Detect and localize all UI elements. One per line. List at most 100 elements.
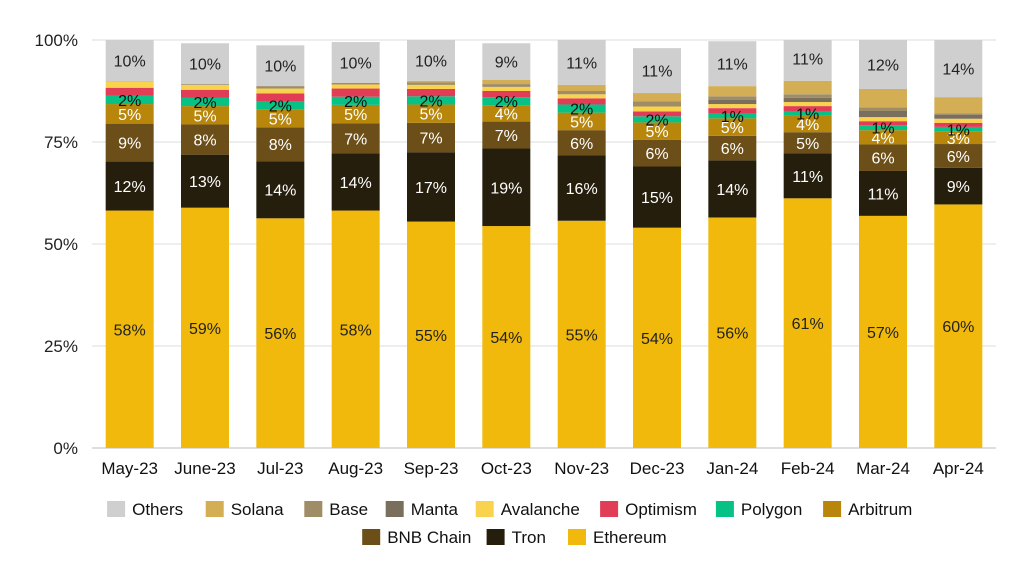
bar-segment-others [105, 40, 154, 81]
data-label-bnb-chain: 6% [645, 146, 668, 163]
data-label-ethereum: 60% [942, 319, 974, 336]
bar-segment-optimism [482, 91, 531, 98]
bar-segment-manta [934, 114, 983, 119]
legend-label-ethereum: Ethereum [593, 528, 667, 547]
bar-segment-others [783, 40, 832, 81]
data-label-ethereum: 55% [566, 327, 598, 344]
bar-segment-avalanche [633, 106, 681, 112]
bar-segment-others [256, 45, 305, 87]
x-tick-label: Sep-23 [404, 459, 459, 478]
bar-segment-tron [783, 153, 832, 199]
x-tick-label: Jan-24 [706, 459, 758, 478]
bar-segment-polygon [181, 97, 229, 107]
bar-segment-solana [407, 80, 455, 83]
bar-segment-base [407, 82, 455, 85]
bar-segment-base [482, 84, 531, 87]
data-label-arbitrum: 5% [118, 107, 141, 124]
legend-label-polygon: Polygon [741, 500, 802, 519]
bar-segment-bnb-chain [783, 132, 832, 154]
bar-segment-tron [708, 160, 757, 218]
data-label-polygon: 1% [947, 122, 970, 139]
data-label-tron: 14% [716, 182, 748, 199]
bar-segment-bnb-chain [407, 122, 455, 153]
bar-segment-bnb-chain [859, 144, 907, 171]
bar-segment-optimism [633, 111, 681, 117]
data-label-others: 10% [114, 53, 146, 70]
bar-segment-others [482, 43, 531, 80]
bar-segment-arbitrum [105, 104, 154, 124]
data-label-tron: 14% [340, 175, 372, 192]
data-label-arbitrum: 5% [344, 107, 367, 124]
bar-segment-ethereum [934, 204, 983, 448]
x-tick-label: June-23 [174, 459, 235, 478]
legend-swatch-tron [486, 529, 505, 545]
data-label-ethereum: 57% [867, 325, 899, 342]
bar-segment-arbitrum [859, 130, 907, 145]
bar-segment-ethereum [783, 198, 832, 448]
bar-segment-ethereum [256, 218, 305, 448]
bar-segment-optimism [859, 121, 907, 126]
data-label-bnb-chain: 7% [495, 128, 518, 145]
data-label-polygon: 2% [495, 94, 518, 111]
bar-segment-polygon [105, 95, 154, 105]
bar-segment-optimism [181, 89, 229, 98]
bar-segment-polygon [407, 96, 455, 105]
bar-segment-arbitrum [331, 104, 380, 124]
y-tick-label: 100% [35, 31, 78, 50]
data-label-ethereum: 54% [641, 331, 673, 348]
bar-segment-others [181, 43, 229, 85]
bar-segment-others [633, 48, 681, 94]
data-label-polygon: 2% [570, 102, 593, 119]
x-tick-label: May-23 [101, 459, 158, 478]
bar-segment-polygon [557, 104, 606, 113]
data-label-polygon: 1% [721, 109, 744, 126]
bar-segment-ethereum [633, 227, 681, 448]
x-tick-label: Oct-23 [481, 459, 532, 478]
bar-segment-tron [934, 167, 983, 205]
bar-segment-tron [331, 153, 380, 211]
bar-segment-polygon [934, 126, 983, 132]
data-label-bnb-chain: 7% [419, 131, 442, 148]
bar-segment-polygon [256, 101, 305, 110]
legend-swatch-ethereum [568, 529, 586, 545]
bar-segment-ethereum [181, 207, 229, 448]
bar-segment-arbitrum [708, 118, 757, 136]
bar-segment-bnb-chain [633, 139, 681, 167]
data-label-arbitrum: 4% [871, 130, 894, 147]
data-label-arbitrum: 5% [269, 112, 292, 129]
bar-segment-base [256, 86, 305, 89]
data-label-others: 11% [792, 51, 823, 68]
bar-segment-avalanche [859, 117, 907, 122]
bar-segment-polygon [783, 110, 832, 116]
bar-segment-arbitrum [934, 131, 983, 145]
data-label-tron: 9% [947, 179, 970, 196]
bar-segment-polygon [331, 96, 380, 105]
bar-segment-ethereum [557, 220, 606, 448]
bar-segment-tron [181, 154, 229, 208]
x-tick-label: Dec-23 [630, 459, 685, 478]
data-label-polygon: 2% [344, 94, 367, 111]
bar-segment-arbitrum [633, 122, 681, 140]
legend-swatch-base [304, 501, 323, 517]
data-label-others: 14% [942, 62, 974, 79]
x-tick-label: Feb-24 [781, 459, 835, 478]
bar-segment-tron [482, 148, 531, 227]
data-label-arbitrum: 5% [570, 114, 593, 131]
bar-segment-tron [859, 170, 907, 216]
data-label-ethereum: 58% [340, 322, 372, 339]
data-label-ethereum: 54% [490, 330, 522, 347]
bar-segment-arbitrum [181, 106, 229, 125]
data-label-others: 10% [189, 57, 221, 74]
y-tick-label: 0% [53, 439, 78, 458]
data-label-ethereum: 55% [415, 328, 447, 345]
bar-segment-others [934, 40, 983, 98]
legend-label-others: Others [132, 500, 183, 519]
bar-segment-optimism [557, 98, 606, 105]
data-label-bnb-chain: 6% [570, 136, 593, 153]
bar-segment-arbitrum [557, 112, 606, 131]
bar-segment-base [708, 96, 757, 100]
data-label-tron: 11% [868, 186, 899, 203]
bar-segment-manta [708, 99, 757, 105]
bar-segment-solana [482, 79, 531, 85]
